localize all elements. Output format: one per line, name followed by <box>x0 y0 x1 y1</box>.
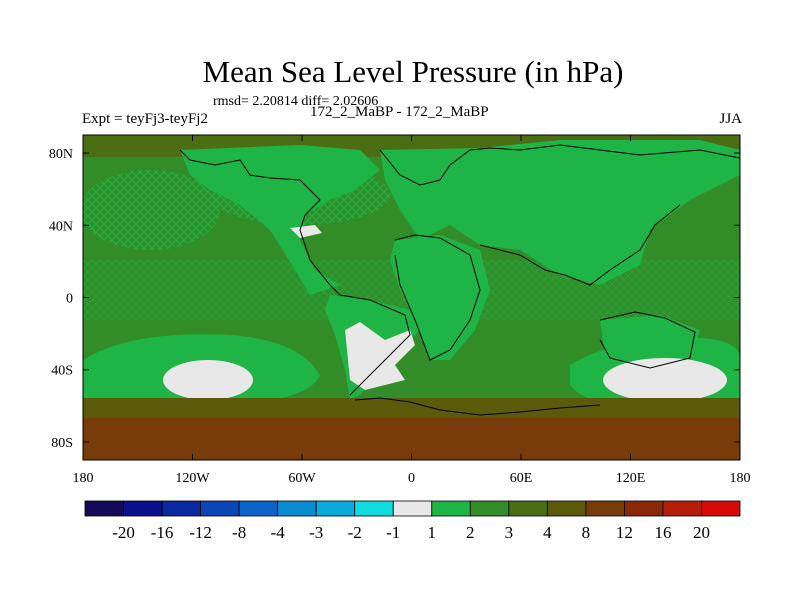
colorbar-swatch-7 <box>354 500 394 517</box>
axis-ticks: 180 120W 60W 0 60E 120E 180 80N 40N 0 40S 80S <box>49 135 751 486</box>
colorbar-label-2: -12 <box>189 523 212 542</box>
colorbar-label-4: -4 <box>271 523 286 542</box>
eurasia <box>380 140 740 285</box>
colorbar-swatch-16 <box>701 500 741 517</box>
x-tick-label-2: 60W <box>288 471 316 486</box>
season-label: JJA <box>719 111 742 127</box>
colorbar-label-0: -20 <box>112 523 135 542</box>
africa-coastline <box>394 234 481 361</box>
experiment-label: Expt = teyFj3-teyFj2 <box>82 111 208 127</box>
colorbar-label-9: 2 <box>466 523 475 542</box>
near-zero-core-pacific <box>163 360 253 400</box>
colorbar-swatch-13 <box>585 500 625 517</box>
colorbar-swatch-0 <box>84 500 124 517</box>
colorbar-swatch-15 <box>662 500 702 517</box>
colorbar-label-1: -16 <box>151 523 174 542</box>
map-field <box>83 135 740 460</box>
colorbar-swatch-6 <box>315 500 356 517</box>
antarctica-coastline <box>354 397 601 416</box>
y-tick-label-3: 40S <box>51 364 73 379</box>
na-coastline <box>179 149 341 296</box>
near-zero-spot <box>290 225 322 238</box>
colorbar-swatch-1 <box>123 500 163 517</box>
nh-pacific-hatch <box>83 170 220 250</box>
colorbar-label-11: 4 <box>543 523 552 542</box>
y-tick-label-2: 0 <box>66 292 73 307</box>
near-zero-core-indian <box>603 358 727 402</box>
colorbar-label-6: -2 <box>348 523 362 542</box>
x-tick-label-0: 180 <box>73 471 94 486</box>
colorbar-swatch-2 <box>161 500 201 517</box>
colorbar-swatch-3 <box>200 500 240 517</box>
colorbar-label-13: 12 <box>616 523 633 542</box>
colorbar-swatch-5 <box>277 500 317 517</box>
colorbar-swatch-9 <box>431 500 471 517</box>
colorbar-label-15: 20 <box>693 523 710 542</box>
x-tick-label-6: 180 <box>730 471 751 486</box>
eurasia-coastline <box>379 144 740 186</box>
tropical-hatch <box>83 260 740 320</box>
sa-coastline <box>339 294 411 396</box>
colorbar-swatch-12 <box>546 500 587 517</box>
coastlines <box>179 144 740 416</box>
x-tick-label-1: 120W <box>175 471 210 486</box>
near-zero-atlantic <box>345 322 415 390</box>
colorbar-label-7: -1 <box>386 523 400 542</box>
north-america <box>180 145 380 295</box>
stats-text: rmsd= 2.20814 diff= 2.02606 <box>213 94 379 109</box>
antarctic-band <box>83 398 740 418</box>
y-tick-label-1: 40N <box>49 219 73 234</box>
australia-coastline <box>599 311 696 369</box>
colorbar-label-10: 3 <box>505 523 514 542</box>
colorbar-label-14: 16 <box>654 523 671 542</box>
y-tick-label-4: 80S <box>51 436 73 451</box>
antarctic-band-deep <box>83 418 740 460</box>
colorbar-swatch-14 <box>624 500 664 517</box>
chart-title: Mean Sea Level Pressure (in hPa) <box>202 54 624 89</box>
colorbar-label-12: 8 <box>582 523 591 542</box>
colorbar-label-8: 1 <box>428 523 437 542</box>
asia-coastline-south <box>479 204 681 286</box>
x-tick-label-4: 60E <box>510 471 533 486</box>
colorbar-label-5: -3 <box>309 523 323 542</box>
x-tick-label-5: 120E <box>616 471 646 486</box>
x-tick-label-3: 0 <box>408 471 415 486</box>
colorbar-label-3: -8 <box>232 523 246 542</box>
colorbar: -20 -16 -12 -8 -4 -3 -2 -1 1 2 3 4 8 12 16 20 <box>84 500 741 542</box>
colorbar-swatch-10 <box>469 500 510 517</box>
y-tick-label-0: 80N <box>49 147 73 162</box>
center-string: 172_2_MaBP - 172_2_MaBP <box>310 104 489 120</box>
colorbar-swatch-11 <box>508 500 548 517</box>
colorbar-swatch-4 <box>238 500 279 517</box>
colorbar-swatch-8 <box>392 500 433 517</box>
